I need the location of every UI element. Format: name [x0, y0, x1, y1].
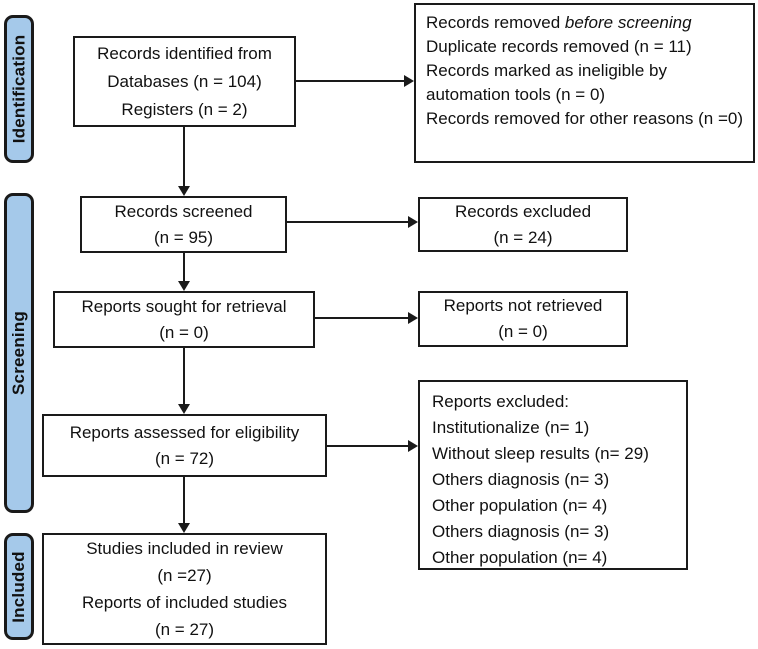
arrow-screened-to-excluded-line — [287, 221, 408, 223]
records-screened-count: (n = 95) — [153, 227, 214, 247]
records-removed-item: Duplicate records removed (n = 11) — [426, 37, 692, 56]
reports-not-retrieved-line: Reports not retrieved — [443, 296, 603, 315]
reports-not-retrieved-count: (n = 0) — [498, 322, 548, 341]
stage-label-included-text: Included — [9, 550, 28, 623]
arrow-sought-to-not-retrieved-head-icon — [408, 312, 418, 324]
stage-label-identification: Identification — [4, 15, 34, 163]
arrow-assessed-to-included-head-icon — [178, 523, 190, 533]
records-removed-item: Records marked as ineligible by automati… — [426, 61, 667, 104]
arrow-sought-to-assessed-head-icon — [178, 404, 190, 414]
reports-excluded-item: Without sleep results (n= 29) — [432, 444, 649, 463]
reports-excluded-heading: Reports excluded: — [432, 392, 570, 411]
reports-excluded-item: Other population (n= 4) — [432, 496, 608, 515]
reports-sought-count: (n = 0) — [159, 322, 209, 342]
box-records-identified: Records identified from Databases (n = 1… — [73, 36, 296, 127]
stage-label-screening: Screening — [4, 193, 34, 513]
arrow-identified-to-removed-head-icon — [404, 75, 414, 87]
records-removed-item: Records removed for other reasons (n =0) — [426, 109, 744, 128]
arrow-identified-to-removed-line — [296, 80, 404, 82]
box-reports-excluded: Reports excluded: Institutionalize (n= 1… — [418, 380, 688, 570]
stage-label-included: Included — [4, 533, 34, 640]
arrow-sought-to-not-retrieved-line — [315, 317, 408, 319]
studies-included-count: (n = 27) — [154, 620, 215, 639]
arrow-assessed-to-excluded-head-icon — [408, 440, 418, 452]
records-identified-line: Databases (n = 104) — [107, 71, 262, 91]
reports-sought-line: Reports sought for retrieval — [81, 296, 287, 316]
arrow-screened-to-sought-line — [183, 253, 185, 281]
studies-included-count: (n =27) — [157, 566, 212, 585]
reports-excluded-item: Institutionalize (n= 1) — [432, 418, 590, 437]
box-reports-not-retrieved: Reports not retrieved (n = 0) — [418, 291, 628, 347]
reports-assessed-line: Reports assessed for eligibility — [69, 422, 300, 442]
box-studies-included: Studies included in review (n =27) Repor… — [42, 533, 327, 645]
records-removed-heading-normal: Records removed — [426, 13, 565, 32]
arrow-assessed-to-included-line — [183, 477, 185, 523]
records-identified-line: Records identified from — [97, 43, 272, 63]
stage-label-identification-text: Identification — [9, 34, 29, 144]
box-reports-assessed-for-eligibility: Reports assessed for eligibility (n = 72… — [42, 414, 327, 477]
arrow-screened-to-excluded-head-icon — [408, 216, 418, 228]
box-records-screened: Records screened (n = 95) — [80, 196, 287, 253]
reports-excluded-item: Others diagnosis (n= 3) — [432, 470, 610, 489]
arrow-identified-to-screened-head-icon — [178, 186, 190, 196]
reports-excluded-item: Others diagnosis (n= 3) — [432, 522, 610, 541]
box-records-removed-before-screening: Records removed before screening Duplica… — [414, 3, 755, 163]
arrow-identified-to-screened-line — [183, 127, 185, 187]
arrow-assessed-to-excluded-line — [327, 445, 408, 447]
records-removed-heading: Records removed before screening — [426, 11, 743, 35]
reports-assessed-count: (n = 72) — [154, 448, 215, 468]
stage-label-screening-text: Screening — [9, 311, 28, 395]
box-reports-sought-for-retrieval: Reports sought for retrieval (n = 0) — [53, 291, 315, 348]
records-identified-line: Registers (n = 2) — [121, 99, 248, 119]
studies-included-line: Studies included in review — [86, 539, 283, 558]
records-excluded-line: Records excluded — [454, 201, 592, 221]
records-excluded-count: (n = 24) — [493, 227, 553, 247]
box-records-excluded: Records excluded (n = 24) — [418, 197, 628, 252]
studies-included-line: Reports of included studies — [81, 593, 288, 612]
records-screened-line: Records screened — [114, 201, 253, 221]
records-removed-heading-italic: before screening — [564, 13, 692, 32]
arrow-screened-to-sought-head-icon — [178, 281, 190, 291]
reports-excluded-item: Other population (n= 4) — [432, 548, 608, 567]
arrow-sought-to-assessed-line — [183, 348, 185, 404]
